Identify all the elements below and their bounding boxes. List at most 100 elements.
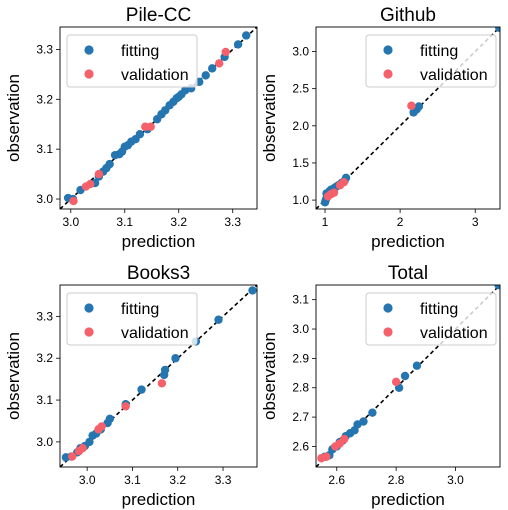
- y-tick-label: 3.0: [292, 322, 309, 336]
- legend-label-fitting: fitting: [420, 43, 458, 60]
- axes-frame: [59, 284, 258, 468]
- validation-point: [215, 59, 224, 68]
- legend-marker-fitting: [84, 303, 94, 313]
- legend-frame: [365, 292, 497, 346]
- subplot-title: Pile-CC: [126, 5, 191, 26]
- validation-point: [391, 377, 401, 387]
- y-tick-label: 2.8: [292, 381, 309, 395]
- y-tick-label: 3.1: [36, 393, 53, 407]
- x-tick-label: 3.0: [62, 215, 79, 229]
- fitting-point: [233, 40, 243, 49]
- axes-frame: [315, 284, 501, 468]
- x-tick-label: 2.6: [328, 473, 345, 487]
- fitting-point: [368, 408, 377, 417]
- subplot-1: Pile-CC prediction observation 3.0 3.1 3.2 3.3…: [4, 5, 258, 251]
- y-tick-label: 3.3: [36, 309, 53, 323]
- legend: fitting validation: [66, 292, 198, 346]
- fitting-point: [242, 31, 251, 40]
- validation-point: [329, 188, 339, 197]
- legend-marker-validation: [383, 327, 393, 337]
- x-tick-label: 2.8: [388, 473, 405, 487]
- fitting-point: [208, 64, 217, 73]
- x-tick-label: 1: [322, 215, 329, 229]
- validation-point: [322, 452, 331, 461]
- y-tick-label: 3.1: [36, 142, 53, 156]
- legend-label-validation: validation: [420, 67, 488, 84]
- y-tick-label: 3.3: [36, 42, 53, 56]
- subplot-3: Books3 prediction observation 3.0 3.1 3.2 3.3 3…: [4, 263, 258, 509]
- validation-point: [78, 443, 87, 453]
- subplot-2: Github prediction observation 1 2 3 1.0 1.5 2.0 2…: [260, 5, 501, 251]
- legend-label-validation: validation: [121, 325, 189, 342]
- validation-point: [97, 422, 106, 431]
- fitting-point: [171, 354, 180, 363]
- validation-point: [69, 196, 78, 206]
- fitting-point: [400, 371, 410, 381]
- legend-marker-validation: [383, 69, 393, 79]
- legend-marker-fitting: [84, 45, 94, 55]
- y-tick-label: 3.1: [292, 293, 309, 307]
- y-tick-label: 2.7: [292, 410, 309, 424]
- x-tick-label: 3.2: [170, 215, 187, 229]
- x-axis-label: prediction: [122, 490, 196, 509]
- legend-label-fitting: fitting: [420, 301, 458, 318]
- fitting-point: [414, 102, 424, 111]
- x-axis-label: prediction: [371, 490, 445, 509]
- axes-frame: [59, 26, 258, 210]
- axes-frame: [315, 26, 501, 210]
- plot-area: [316, 27, 500, 209]
- y-axis-label: observation: [260, 332, 279, 420]
- x-tick-label: 3.0: [79, 473, 96, 487]
- fitting-point: [494, 285, 500, 290]
- y-tick-label: 2.6: [292, 439, 309, 453]
- legend-frame: [365, 34, 497, 88]
- legend-label-fitting: fitting: [121, 43, 159, 60]
- x-tick-label: 3.0: [447, 473, 464, 487]
- validation-point: [407, 101, 416, 110]
- y-tick-label: 3.2: [36, 92, 53, 106]
- x-axis-label: prediction: [122, 232, 196, 251]
- y-tick-label: 1.0: [292, 193, 309, 207]
- y-tick-label: 3.0: [292, 45, 309, 59]
- fitting-point: [495, 27, 500, 32]
- fitting-point: [105, 159, 114, 169]
- fitting-point: [359, 417, 368, 426]
- y-axis-label: observation: [260, 74, 279, 162]
- y-axis-label: observation: [4, 74, 23, 162]
- validation-point: [86, 179, 95, 189]
- subplot-title: Books3: [127, 263, 190, 284]
- validation-point: [121, 402, 130, 411]
- fitting-point: [160, 365, 170, 375]
- y-tick-label: 2.9: [292, 351, 309, 365]
- fitting-point: [135, 130, 145, 139]
- validation-point: [157, 379, 167, 388]
- legend-marker-fitting: [383, 45, 393, 55]
- y-tick-label: 3.0: [36, 192, 53, 206]
- fitting-point: [412, 361, 422, 370]
- validation-point: [221, 47, 230, 57]
- y-tick-label: 2.5: [292, 82, 309, 96]
- x-tick-label: 3: [472, 215, 479, 229]
- y-tick-label: 3.2: [36, 351, 53, 365]
- fitting-point: [137, 385, 146, 394]
- validation-point: [68, 452, 77, 461]
- validation-point: [94, 169, 104, 179]
- x-tick-label: 3.3: [224, 215, 241, 229]
- validation-point: [339, 178, 348, 187]
- plot-area: [60, 27, 257, 209]
- validation-point: [146, 122, 155, 131]
- x-tick-label: 2: [397, 215, 404, 229]
- fitting-point: [105, 414, 115, 424]
- fitting-point: [248, 286, 257, 295]
- fitting-point: [214, 315, 223, 324]
- fitting-point: [201, 71, 210, 80]
- y-tick-label: 1.5: [292, 156, 309, 170]
- legend-label-fitting: fitting: [121, 301, 159, 318]
- legend-marker-fitting: [383, 303, 393, 313]
- legend-label-validation: validation: [420, 325, 488, 342]
- subplot-title: Total: [388, 263, 428, 284]
- x-axis-label: prediction: [371, 232, 445, 251]
- y-tick-label: 3.0: [36, 435, 53, 449]
- y-tick-label: 2.0: [292, 119, 309, 133]
